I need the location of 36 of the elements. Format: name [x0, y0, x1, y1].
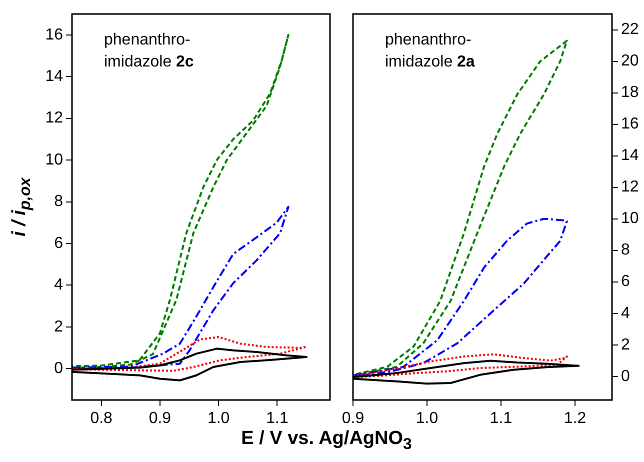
y-tick-label: 16 [45, 26, 64, 44]
line-series [353, 353, 568, 378]
x-tick-label: 1.0 [416, 410, 438, 428]
y-tick-label: 12 [45, 110, 64, 127]
y2-tick-label: 14 [621, 147, 639, 164]
y2-tick-label: 0 [621, 368, 630, 385]
line-series [353, 218, 568, 378]
x-tick-label: 1.1 [490, 410, 512, 428]
y-tick-label: 4 [54, 276, 64, 294]
y2-tick-label: 20 [621, 52, 639, 70]
x-axis-title: E / V vs. Ag/AgNO$_{3}$ [240, 428, 413, 454]
x-tick-label: 1.1 [266, 410, 288, 428]
y2-tick-label: 6 [621, 273, 630, 290]
y-tick-label: 10 [45, 151, 64, 168]
x-tick-label: 0.9 [342, 410, 364, 428]
annotation: phenanthro- imidazole 2c [104, 31, 194, 70]
y-tick-label: 14 [45, 68, 64, 85]
y-tick-label: 0 [54, 360, 64, 378]
x-tick-label: 0.9 [148, 410, 172, 428]
line-series [72, 206, 290, 370]
y2-tick-label: 2 [621, 336, 630, 354]
y2-tick-label: 4 [621, 304, 630, 322]
y-tick-label: 6 [54, 234, 64, 252]
x-tick-label: 1.2 [564, 410, 586, 428]
y2-tick-label: 10 [621, 210, 639, 228]
annotation: phenanthro- imidazole 2a [385, 31, 475, 70]
y2-tick-label: 8 [621, 242, 630, 259]
y2-tick-label: 18 [621, 84, 639, 102]
y-tick-label: 8 [54, 193, 64, 210]
line-series [72, 336, 308, 372]
y2-tick-label: 12 [621, 178, 639, 196]
y2-tick-label: 16 [621, 116, 639, 133]
x-tick-label: 0.8 [90, 410, 113, 428]
y2-tick-label: 22 [621, 21, 639, 38]
y-tick-label: 2 [54, 318, 64, 336]
x-tick-label: 1.0 [207, 410, 230, 428]
